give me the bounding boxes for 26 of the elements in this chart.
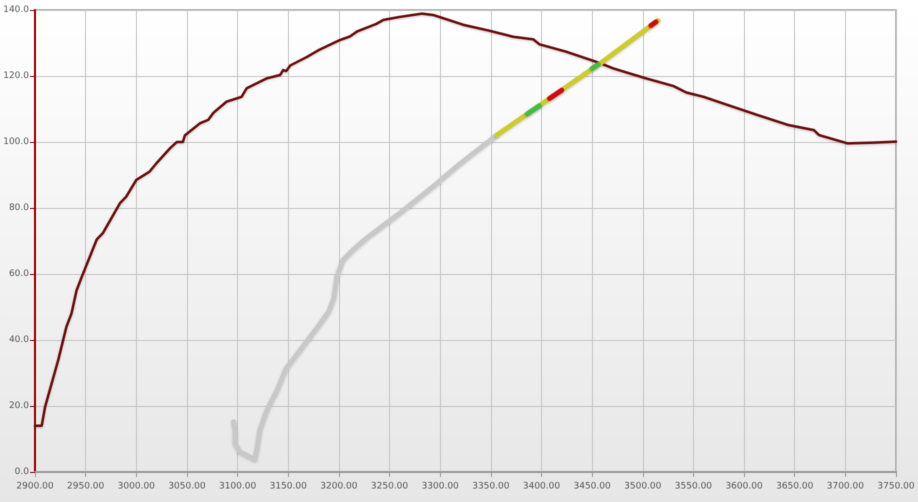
y-tick-label: 80.0 — [8, 203, 30, 213]
x-tick-label: 3700.00 — [826, 482, 864, 492]
x-tick-label: 3000.00 — [118, 482, 156, 492]
y-tick-label: 140.0 — [3, 5, 30, 15]
x-tick-label: 3450.00 — [574, 482, 611, 492]
x-tick-label: 2950.00 — [67, 482, 105, 492]
x-tick-label: 3500.00 — [624, 482, 662, 492]
x-tick-label: 3200.00 — [320, 482, 358, 492]
x-tick-label: 3550.00 — [674, 482, 712, 492]
x-tick-label: 3250.00 — [370, 482, 408, 492]
x-tick-label: 3750.00 — [877, 482, 915, 492]
x-tick-label: 3350.00 — [472, 482, 510, 492]
x-tick-label: 3600.00 — [725, 482, 763, 492]
x-tick-label: 3050.00 — [168, 482, 206, 492]
x-tick-label: 3650.00 — [776, 482, 814, 492]
x-tick-label: 3400.00 — [522, 482, 560, 492]
x-tick-label: 3100.00 — [218, 482, 256, 492]
y-tick-label: 40.0 — [8, 335, 30, 345]
y-tick-label: 20.0 — [8, 401, 30, 411]
y-tick-label: 60.0 — [8, 269, 30, 279]
y-tick-label: 0.0 — [14, 467, 30, 477]
x-tick-label: 2900.00 — [16, 482, 54, 492]
x-tick-label: 3150.00 — [270, 482, 308, 492]
y-tick-label: 120.0 — [3, 71, 30, 81]
y-tick-label: 100.0 — [3, 137, 30, 147]
x-tick-label: 3300.00 — [422, 482, 460, 492]
